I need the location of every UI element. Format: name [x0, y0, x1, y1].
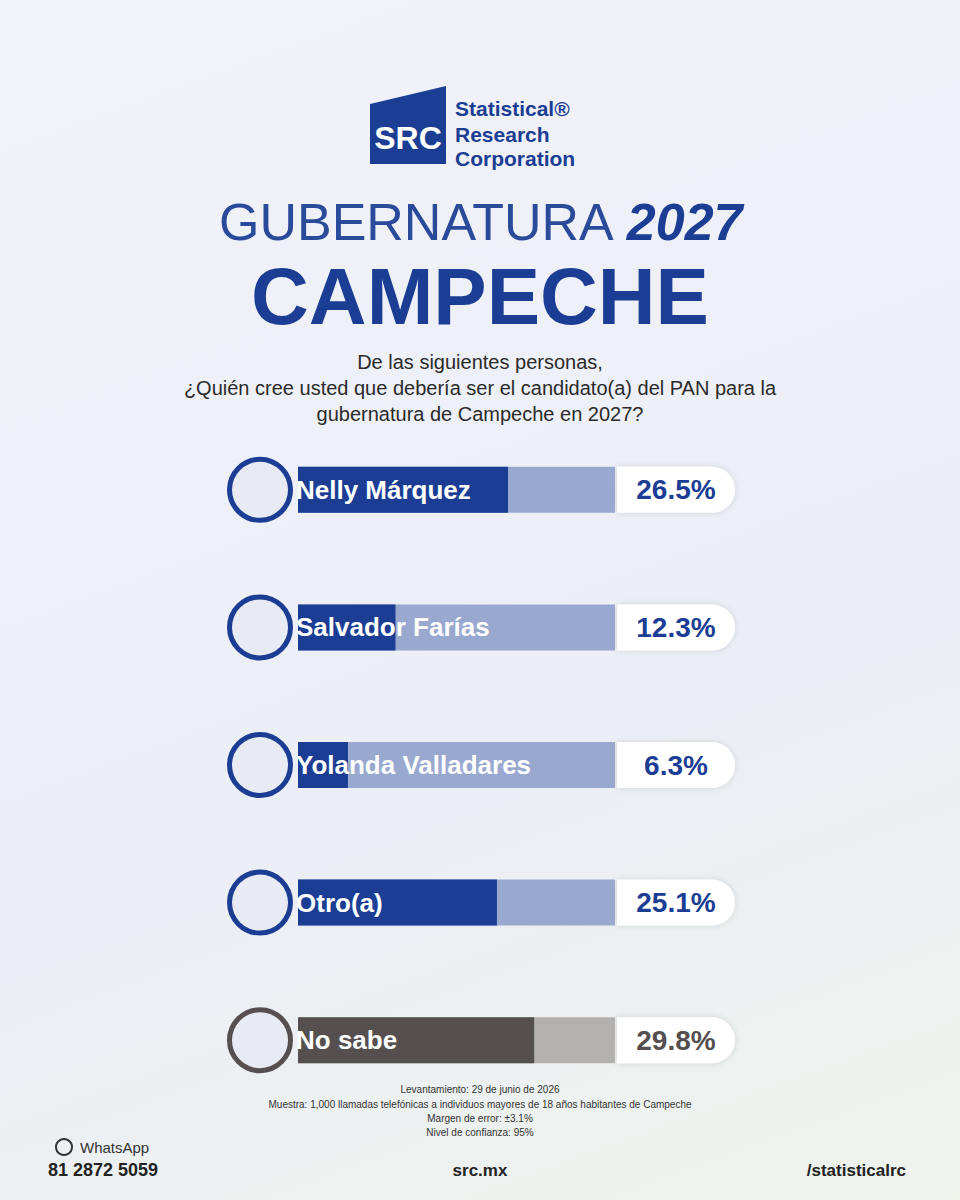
svg-text:6.3%: 6.3% — [644, 750, 708, 781]
svg-text:De las siguientes personas,: De las siguientes personas, — [357, 351, 603, 373]
svg-text:Yolanda Valladares: Yolanda Valladares — [296, 750, 531, 780]
svg-text:Nivel de confianza: 95%: Nivel de confianza: 95% — [426, 1127, 533, 1138]
svg-text:src.mx: src.mx — [453, 1161, 508, 1180]
svg-text:Margen de error: ±3.1%: Margen de error: ±3.1% — [427, 1113, 533, 1124]
svg-text:25.1%: 25.1% — [636, 887, 715, 918]
svg-text:Corporation: Corporation — [455, 147, 575, 170]
svg-text:Otro(a): Otro(a) — [296, 888, 383, 918]
svg-text:SRC: SRC — [374, 120, 442, 156]
svg-text:No sabe: No sabe — [296, 1025, 397, 1055]
svg-text:WhatsApp: WhatsApp — [80, 1139, 149, 1156]
svg-text:GUBERNATURA: GUBERNATURA — [219, 193, 625, 251]
svg-text:Research: Research — [455, 123, 550, 146]
svg-text:81 2872 5059: 81 2872 5059 — [48, 1160, 158, 1180]
svg-text:¿Quién cree usted que debería: ¿Quién cree usted que debería ser el can… — [184, 377, 777, 399]
svg-text:Muestra: 1,000 llamadas telefó: Muestra: 1,000 llamadas telefónicas a in… — [268, 1099, 691, 1110]
svg-text:Nelly Márquez: Nelly Márquez — [296, 475, 471, 505]
svg-text:29.8%: 29.8% — [636, 1025, 715, 1056]
svg-text:26.5%: 26.5% — [636, 474, 715, 505]
svg-text:Levantamiento: 29 de junio de: Levantamiento: 29 de junio de 2026 — [400, 1084, 559, 1095]
svg-text:CAMPECHE: CAMPECHE — [251, 252, 709, 341]
svg-text:2027: 2027 — [626, 193, 745, 251]
svg-text:12.3%: 12.3% — [636, 612, 715, 643]
svg-text:Statistical®: Statistical® — [455, 97, 570, 120]
svg-text:gubernatura de Campeche en 202: gubernatura de Campeche en 2027? — [317, 403, 644, 425]
svg-text:/statisticalrc: /statisticalrc — [807, 1161, 906, 1180]
svg-text:Salvador Farías: Salvador Farías — [296, 612, 490, 642]
